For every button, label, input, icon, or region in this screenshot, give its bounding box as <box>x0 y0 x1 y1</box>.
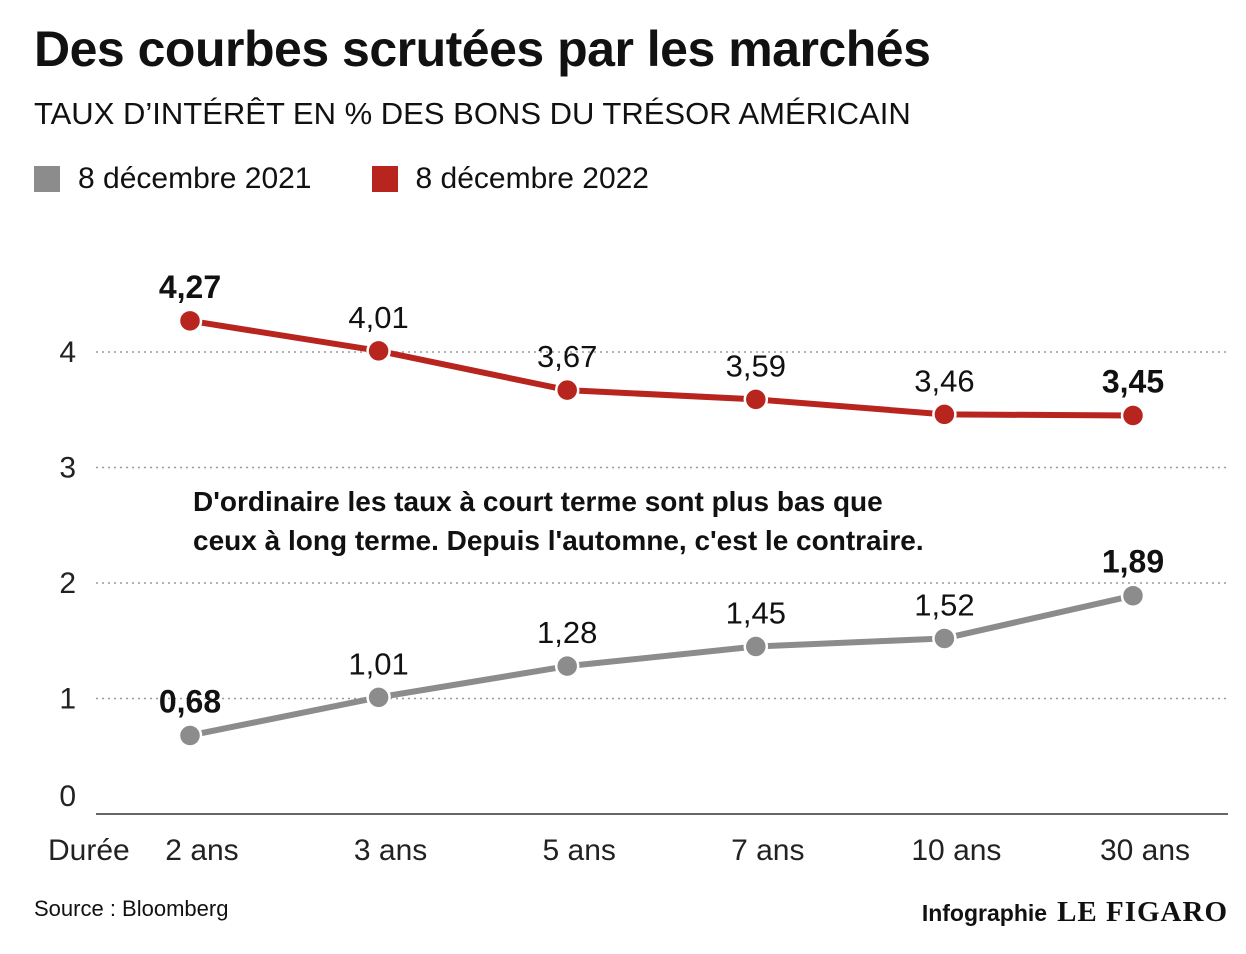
legend-label-2022: 8 décembre 2022 <box>415 162 650 195</box>
data-point <box>743 634 769 659</box>
grid-lines <box>96 351 1228 700</box>
annotation: D'ordinaire les taux à court terme sont … <box>193 486 924 556</box>
data-point <box>932 402 957 427</box>
x-tick-label: 2 ans <box>165 834 238 867</box>
data-point <box>932 626 957 651</box>
legend-item-2022: 8 décembre 2022 <box>371 162 650 196</box>
data-point <box>177 723 203 748</box>
brand-logo: LE FIGARO <box>1057 896 1228 928</box>
data-label: 1,01 <box>348 646 408 681</box>
data-label: 4,01 <box>348 300 408 335</box>
data-label: 1,52 <box>914 587 974 622</box>
legend-label-2021: 8 décembre 2021 <box>78 162 312 195</box>
y-tick-label: 1 <box>59 683 76 716</box>
series-line <box>187 317 1136 419</box>
data-point <box>743 387 769 412</box>
y-tick-label: 3 <box>59 452 76 485</box>
series-line <box>187 592 1136 739</box>
x-tick-label: 7 ans <box>731 834 804 867</box>
data-label: 3,46 <box>914 363 974 398</box>
data-label: 1,45 <box>726 596 786 631</box>
data-label: 3,67 <box>537 339 597 374</box>
legend-swatch-2022 <box>371 166 398 192</box>
x-axis-ticks: 2 ans 3 ans 5 ans 7 ans 10 ans 30 ans <box>165 834 1190 867</box>
data-point <box>554 653 580 679</box>
series-lines: 0,68 1,01 1,28 1,45 1,52 1,89 4,27 4,01 3,67 3,59… <box>159 269 1164 748</box>
x-tick-label: 10 ans <box>911 834 1001 867</box>
data-point <box>1120 583 1146 608</box>
data-label: 3,59 <box>726 348 786 383</box>
x-tick-label: 5 ans <box>543 834 616 867</box>
y-tick-label: 4 <box>59 336 76 369</box>
data-point <box>1120 403 1146 428</box>
chart-title: Des courbes scrutées par les marchés <box>34 21 931 77</box>
y-axis-ticks: 0 1 2 3 4 <box>59 336 76 813</box>
legend-item-2021: 8 décembre 2021 <box>34 162 312 196</box>
annotation-line-2: ceux à long terme. Depuis l'automne, c'e… <box>193 525 924 556</box>
data-point <box>177 308 203 334</box>
credit: Infographie LE FIGARO <box>922 896 1228 929</box>
data-label: 1,89 <box>1102 544 1164 580</box>
data-point <box>366 685 391 710</box>
data-point <box>366 338 391 364</box>
annotation-line-1: D'ordinaire les taux à court terme sont … <box>193 486 883 517</box>
data-label: 1,28 <box>537 615 597 650</box>
x-tick-label: 3 ans <box>354 834 427 867</box>
y-tick-label: 2 <box>59 567 76 600</box>
data-label: 0,68 <box>159 683 221 719</box>
source-note: Source : Bloomberg <box>34 896 229 921</box>
data-point <box>554 377 580 403</box>
x-axis-label: Durée <box>48 834 130 867</box>
series-2022: 4,27 4,01 3,67 3,59 3,46 3,45 <box>159 269 1164 428</box>
legend: 8 décembre 2021 8 décembre 2022 <box>34 162 709 196</box>
x-tick-label: 30 ans <box>1100 834 1190 867</box>
data-label: 3,45 <box>1102 364 1164 400</box>
data-label: 4,27 <box>159 269 221 305</box>
credit-label: Infographie <box>921 900 1048 926</box>
legend-swatch-2021 <box>34 166 60 192</box>
chart-subtitle: TAUX D’INTÉRÊT EN % DES BONS DU TRÉSOR A… <box>34 96 911 131</box>
series-2021: 0,68 1,01 1,28 1,45 1,52 1,89 <box>159 544 1164 748</box>
y-tick-label: 0 <box>59 780 76 813</box>
